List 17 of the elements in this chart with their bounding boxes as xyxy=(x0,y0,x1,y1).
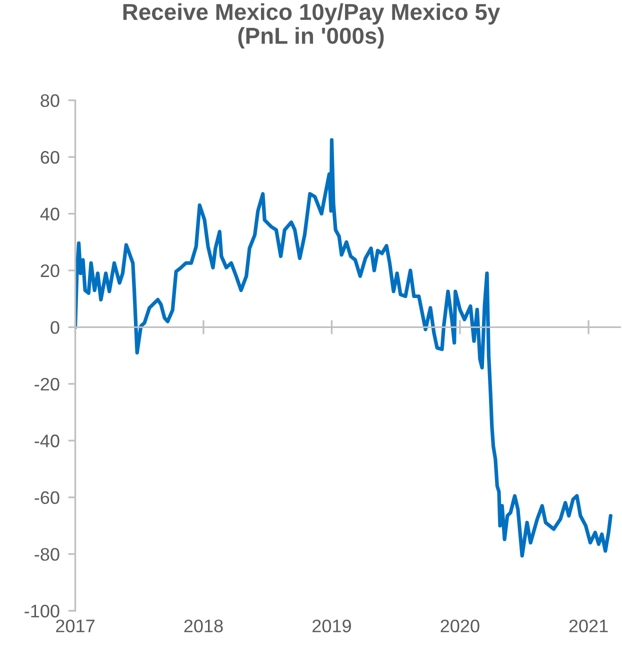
x-tick-label: 2017 xyxy=(56,620,94,632)
y-tick-label: -60 xyxy=(34,491,60,504)
y-tick-label: 20 xyxy=(40,264,60,278)
y-tick-label: 80 xyxy=(40,94,60,108)
line-series xyxy=(75,138,612,558)
chart-title: Receive Mexico 10y/Pay Mexico 5y (PnL in '000s) xyxy=(123,3,500,48)
y-tick-label: 0 xyxy=(50,321,60,334)
x-tick-label: 2021 xyxy=(569,620,608,632)
y-tick-label: 60 xyxy=(40,150,60,164)
y-tick-label: -20 xyxy=(34,378,60,391)
y-tick-label: -80 xyxy=(34,548,60,561)
y-tick-label: -100 xyxy=(24,604,60,618)
y-tick-label: 40 xyxy=(40,208,60,220)
x-tick-label: 2020 xyxy=(440,620,480,632)
y-tick-label: -40 xyxy=(34,434,60,448)
x-tick-label: 2018 xyxy=(184,620,223,632)
x-tick-label: 2019 xyxy=(312,620,351,632)
